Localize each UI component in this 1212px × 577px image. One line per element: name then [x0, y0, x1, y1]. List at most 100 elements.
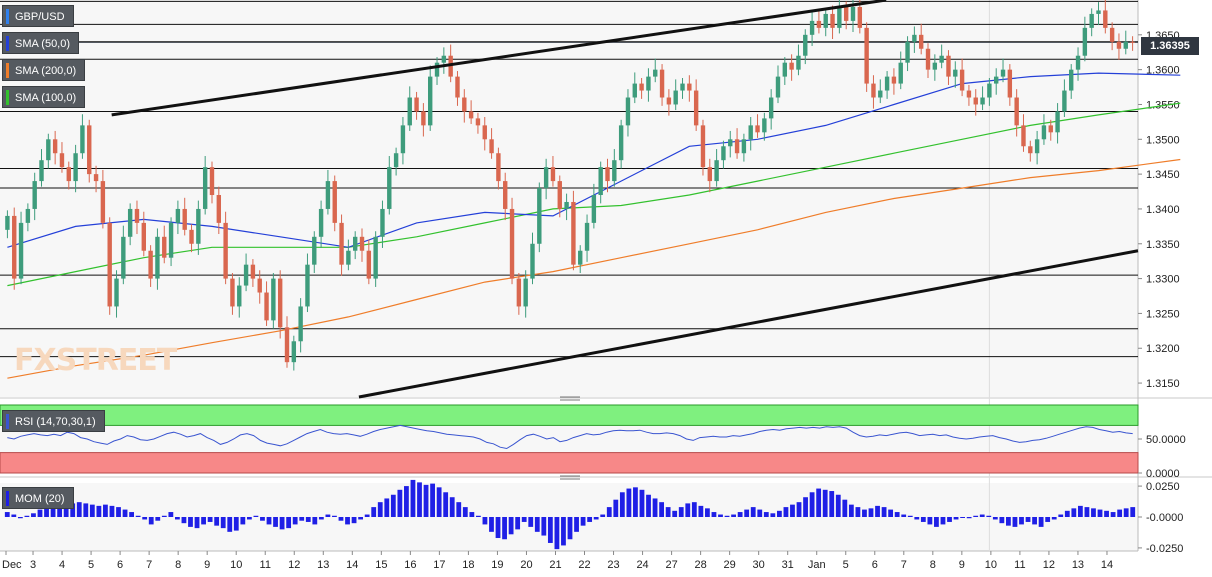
mom-bar: [332, 515, 337, 517]
mom-bar: [1058, 514, 1064, 517]
candle-body: [850, 6, 856, 21]
mom-bar: [705, 508, 710, 517]
mom-bar: [89, 504, 95, 517]
mom-bar: [338, 517, 344, 521]
xtick-label: 24: [636, 559, 648, 571]
candle-body: [1089, 13, 1094, 28]
mom-bar: [318, 517, 324, 520]
candle-body: [32, 181, 37, 209]
mom-bar: [482, 517, 488, 525]
legend-sma50-label: SMA (50,0): [15, 38, 71, 50]
trendline-1: [111, 0, 887, 117]
candle-body: [380, 208, 385, 237]
mom-bar: [541, 517, 547, 536]
mom-bar: [1084, 507, 1090, 517]
mom-bar: [475, 515, 481, 517]
mom-bar: [1077, 505, 1083, 517]
legend-mom[interactable]: MOM (20): [2, 487, 74, 509]
mom-bar: [868, 508, 874, 517]
candle-body: [871, 83, 876, 98]
mom-bar: [1117, 509, 1123, 517]
mom-bar: [744, 509, 750, 517]
legend-sma100[interactable]: SMA (100,0): [2, 86, 86, 108]
candle-body: [468, 111, 474, 119]
mom-bar: [960, 517, 966, 518]
mom-bar: [37, 509, 43, 517]
xtick-label: 9: [204, 559, 210, 571]
legend-swatch-mom: [6, 491, 9, 506]
watermark-fx: FX: [14, 343, 57, 378]
legend-swatch-sma100: [6, 90, 9, 105]
candle-body: [666, 97, 672, 105]
legend-sma100-label: SMA (100,0): [15, 92, 77, 104]
price-ytick-label: 1.3200: [1146, 343, 1180, 355]
candle-body: [434, 62, 440, 77]
legend-symbol[interactable]: GBP/USD: [2, 5, 74, 27]
mom-bar: [299, 517, 305, 521]
legend-swatch-symbol: [6, 9, 9, 24]
candle-body: [312, 236, 317, 265]
legend-sma200-label: SMA (200,0): [15, 65, 77, 77]
price-ytick-label: 1.3400: [1146, 204, 1180, 216]
candle-body: [352, 236, 358, 251]
candle-body: [639, 83, 644, 91]
mom-bar: [430, 483, 435, 517]
xtick-label: 6: [872, 559, 878, 571]
candle-body: [1041, 125, 1047, 140]
candle-body: [155, 236, 160, 279]
mom-bar: [1019, 517, 1024, 525]
candle-body: [441, 55, 447, 63]
legend-sma200[interactable]: SMA (200,0): [2, 59, 86, 81]
mom-bar: [489, 517, 494, 532]
candle-body: [134, 208, 140, 223]
mom-bar: [685, 503, 691, 517]
xtick-label: 7: [146, 559, 152, 571]
xtick-label: 28: [694, 559, 706, 571]
mom-bar: [718, 514, 723, 517]
candle-body: [243, 264, 249, 286]
candle-body: [100, 181, 106, 223]
mom-bar: [4, 512, 10, 517]
candle-body: [1123, 41, 1128, 49]
mom-bar: [1110, 512, 1116, 517]
mom-bar: [63, 504, 69, 517]
xtick-label: 11: [1014, 559, 1025, 571]
candle-body: [1007, 69, 1013, 98]
candle-body: [1116, 41, 1122, 49]
mom-bar: [116, 507, 121, 517]
mom-bar: [50, 505, 56, 517]
mom-bar: [1006, 517, 1011, 526]
candle-body: [271, 278, 276, 321]
candle-body: [1034, 139, 1040, 154]
mom-bar: [803, 497, 808, 517]
mom-bar: [547, 517, 553, 543]
legend-sma50[interactable]: SMA (50,0): [2, 32, 80, 54]
candle-body: [223, 222, 228, 279]
xtick-label: 6: [117, 559, 123, 571]
candle-body: [618, 125, 624, 161]
candle-body: [653, 69, 658, 77]
mom-bar: [279, 517, 285, 530]
xtick-label: 14: [346, 559, 358, 571]
legend-swatch-sma200: [6, 63, 9, 78]
mom-bar: [410, 479, 416, 517]
mom-bar: [750, 507, 756, 517]
mom-bar: [207, 517, 213, 522]
mom-bar: [888, 509, 894, 517]
candle-body: [987, 83, 992, 98]
candle-body: [46, 139, 51, 161]
mom-bar: [181, 517, 187, 524]
xtick-label: 4: [59, 559, 65, 571]
candle-body: [578, 250, 583, 265]
mom-bar: [11, 514, 17, 517]
mom-bar: [567, 517, 573, 540]
mom-bar: [103, 504, 108, 517]
legend-rsi[interactable]: RSI (14,70,30,1): [2, 410, 105, 432]
candle-body: [305, 264, 310, 307]
candle-body: [366, 250, 372, 279]
mom-bar: [24, 515, 30, 517]
candle-body: [925, 48, 931, 70]
candle-body: [400, 125, 406, 154]
mom-bar: [508, 517, 514, 535]
candle-body: [59, 153, 65, 168]
